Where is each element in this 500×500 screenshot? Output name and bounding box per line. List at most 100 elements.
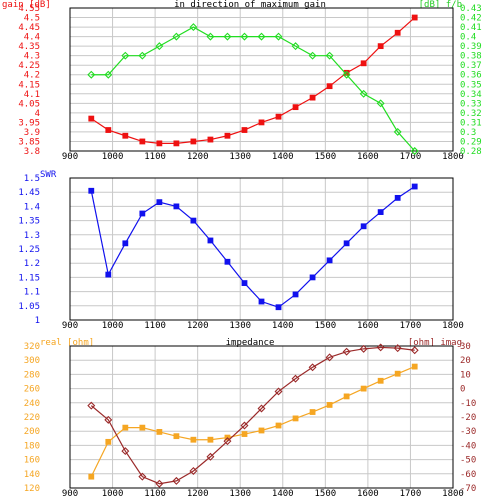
data-point <box>342 347 351 356</box>
data-point <box>377 43 384 50</box>
data-point <box>207 436 214 443</box>
data-point <box>360 385 367 392</box>
data-point <box>138 51 147 60</box>
left-tick-label: 4.1 <box>24 90 40 100</box>
x-tick-label: 1200 <box>187 489 209 499</box>
left-tick-label: 280 <box>24 370 40 380</box>
data-point <box>139 424 146 431</box>
data-point <box>291 374 300 383</box>
impedance-series-1 <box>87 343 419 488</box>
data-point <box>87 401 96 410</box>
data-point <box>207 136 214 143</box>
data-point <box>240 421 249 430</box>
data-point <box>360 223 367 230</box>
right-tick-label: 30 <box>460 342 471 352</box>
data-point <box>105 127 112 133</box>
x-tick-label: 1800 <box>442 152 464 162</box>
x-tick-label: 1100 <box>144 152 166 162</box>
left-tick-label: 4.05 <box>18 99 40 109</box>
left-tick-label: 140 <box>24 470 40 480</box>
right-tick-label: -20 <box>460 413 476 423</box>
x-tick-label: 1800 <box>442 321 464 331</box>
impedance-plot-frame <box>69 345 454 489</box>
right-tick-label: 0.41 <box>460 23 482 33</box>
x-tick-label: 1300 <box>229 152 251 162</box>
data-point <box>104 70 113 79</box>
left-tick-label: 4.15 <box>18 80 40 90</box>
left-tick-label: 4 <box>35 109 40 119</box>
data-point <box>190 436 197 443</box>
data-point <box>87 70 96 79</box>
x-tick-label: 1200 <box>187 321 209 331</box>
data-point <box>172 32 181 41</box>
x-tick-label: 1400 <box>272 321 294 331</box>
left-tick-label: 1.3 <box>24 231 40 241</box>
data-point <box>189 23 198 32</box>
data-point <box>275 304 282 311</box>
impedance-grid <box>69 345 454 489</box>
left-tick-label: 1.05 <box>18 302 40 312</box>
left-tick-label: 4.25 <box>18 61 40 71</box>
data-point <box>394 29 401 36</box>
left-tick-label: 300 <box>24 356 40 366</box>
imag-axis-label: [ohm] imag <box>408 338 462 348</box>
left-tick-label: 1.35 <box>18 217 40 227</box>
data-point <box>326 402 333 408</box>
gain-axis-label: gain [dB] <box>2 0 51 10</box>
data-point <box>393 127 402 136</box>
data-point <box>105 271 112 278</box>
left-tick-label: 1.25 <box>18 245 40 255</box>
data-point <box>377 377 384 384</box>
left-tick-label: 1.2 <box>24 259 40 269</box>
data-point <box>343 393 350 400</box>
left-tick-label: 220 <box>24 413 40 423</box>
data-point <box>292 291 299 298</box>
left-tick-label: 4.55 <box>18 4 40 14</box>
left-tick-label: 1.15 <box>18 273 40 283</box>
left-tick-label: 3.8 <box>24 147 40 157</box>
data-point <box>325 353 334 362</box>
data-point <box>122 132 129 139</box>
left-tick-label: 1.1 <box>24 288 40 298</box>
data-point <box>156 429 163 435</box>
x-tick-label: 1100 <box>144 321 166 331</box>
left-tick-label: 4.45 <box>18 23 40 33</box>
data-point <box>172 476 181 485</box>
right-tick-label: 0 <box>460 385 465 395</box>
data-point <box>190 217 197 224</box>
right-tick-label: 0.4 <box>460 33 476 43</box>
series-line <box>90 366 415 477</box>
data-point <box>325 51 334 60</box>
data-point <box>308 363 317 372</box>
data-point <box>121 447 130 456</box>
data-point <box>258 427 265 434</box>
data-point <box>257 404 266 413</box>
data-point <box>206 32 215 41</box>
data-point <box>308 51 317 60</box>
data-point <box>189 466 198 475</box>
x-tick-label: 900 <box>62 489 78 499</box>
gain-fb-chart: gain [dB] in direction of maximum gain [… <box>2 0 482 162</box>
right-tick-label: 0.37 <box>460 61 482 71</box>
left-tick-label: 180 <box>24 441 40 451</box>
x-tick-label: 1500 <box>314 489 336 499</box>
impedance-chart: real [ohm] impedance [ohm] imag 900 1000 1… <box>24 338 477 499</box>
data-point <box>88 115 95 122</box>
data-point <box>88 187 95 194</box>
data-point <box>394 194 401 201</box>
data-point <box>241 280 248 286</box>
right-tick-label: 0.36 <box>460 71 482 81</box>
fb-axis-label: [dB] f/b <box>419 0 462 10</box>
series-line <box>90 346 415 485</box>
left-tick-label: 3.95 <box>18 118 40 128</box>
data-point <box>326 83 333 90</box>
swr-series-0 <box>88 183 418 311</box>
left-tick-label: 120 <box>24 484 40 494</box>
x-tick-label: 1600 <box>357 321 379 331</box>
left-tick-label: 3.85 <box>18 137 40 147</box>
left-tick-label: 4.2 <box>24 71 40 81</box>
right-tick-label: 0.33 <box>460 99 482 109</box>
x-tick-label: 1400 <box>272 489 294 499</box>
data-point <box>326 257 333 264</box>
data-point <box>411 363 418 370</box>
